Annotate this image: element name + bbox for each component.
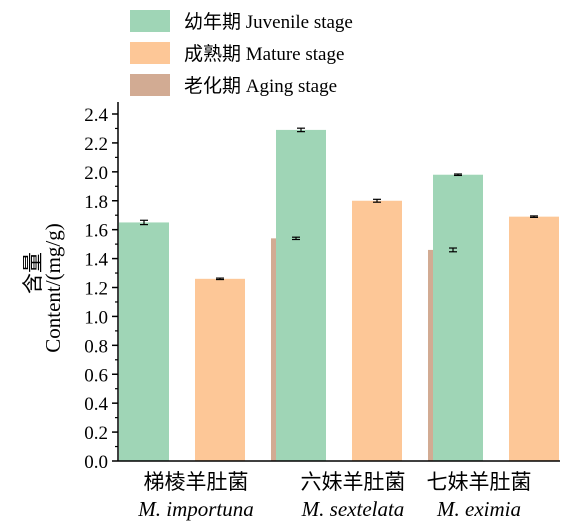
- error-bar: [530, 215, 538, 218]
- error-bar: [373, 198, 381, 203]
- y-tick-label: 2.2: [84, 134, 108, 155]
- legend-swatch: [130, 10, 170, 32]
- legend: 幼年期 Juvenile stage 成熟期 Mature stage 老化期 Ag…: [130, 10, 353, 97]
- error-bar: [454, 173, 462, 177]
- axes: [112, 102, 560, 462]
- y-tick-label: 1.0: [84, 307, 108, 328]
- bar: [352, 200, 402, 461]
- error-bar: [297, 127, 305, 133]
- bar: [276, 129, 326, 461]
- y-axis-title-cn: 含量: [21, 252, 45, 294]
- error-bars: [140, 127, 538, 281]
- bar: [433, 174, 483, 461]
- y-tick-label: 1.8: [84, 192, 108, 213]
- error-bar: [140, 219, 148, 226]
- legend-swatch: [130, 74, 170, 96]
- error-bar: [292, 236, 300, 241]
- y-tick-label: 1.2: [84, 279, 108, 300]
- bar: [195, 278, 245, 461]
- x-tick-label-latin: M. eximia: [436, 497, 521, 521]
- bars: [119, 129, 559, 461]
- axis-labels: 0.0 0.2 0.4 0.6 0.8 1.0 1.2 1.4 1.6 1.8 2.0 2.2 2.4 梯…: [21, 105, 532, 521]
- legend-label: 幼年期 Juvenile stage: [184, 11, 353, 33]
- error-bar: [216, 277, 224, 281]
- legend-label: 老化期 Aging stage: [184, 75, 337, 97]
- legend-label: 成熟期 Mature stage: [184, 43, 344, 65]
- y-tick-label: 1.6: [84, 221, 108, 242]
- y-tick-label: 1.4: [84, 250, 108, 271]
- y-tick-label: 2.4: [84, 105, 108, 126]
- y-tick-label: 0.0: [84, 452, 108, 473]
- bar: [509, 216, 559, 461]
- y-tick-label: 2.0: [84, 163, 108, 184]
- y-tick-label: 0.6: [84, 365, 108, 386]
- x-tick-label-latin: M. sextelata: [301, 497, 405, 521]
- y-axis-title-en: Content/(mg/g): [41, 223, 65, 353]
- legend-swatch: [130, 42, 170, 64]
- x-tick-label-latin: M. importuna: [137, 497, 254, 521]
- y-tick-label: 0.4: [84, 394, 108, 415]
- y-tick-label: 0.8: [84, 336, 108, 357]
- x-tick-label-cn: 梯棱羊肚菌: [144, 470, 249, 494]
- error-bar: [449, 247, 457, 253]
- x-tick-label-cn: 七妹羊肚菌: [427, 470, 532, 494]
- y-tick-label: 0.2: [84, 423, 108, 444]
- x-tick-label-cn: 六妹羊肚菌: [301, 470, 406, 494]
- bar: [119, 222, 169, 461]
